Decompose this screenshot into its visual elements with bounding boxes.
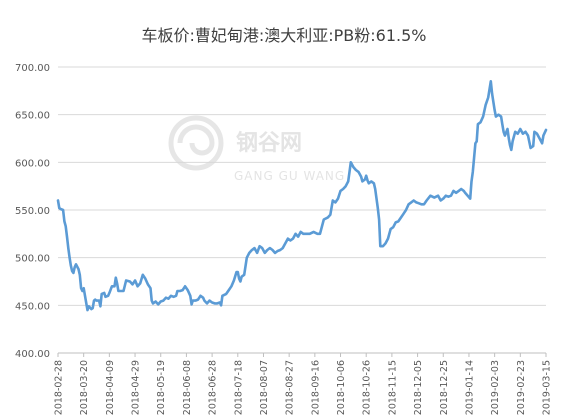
grid-lines <box>58 66 546 354</box>
x-tick-label: 2018-03-20 <box>79 360 90 415</box>
x-tick-label: 2018-05-19 <box>156 360 167 415</box>
watermark-text-en: GANG GU WANG <box>234 169 345 183</box>
x-tick-label: 2018-07-18 <box>233 360 244 415</box>
x-tick-label: 2018-04-29 <box>131 360 142 415</box>
x-tick-label: 2019-02-03 <box>490 360 501 415</box>
x-tick-label: 2018-06-08 <box>182 360 193 415</box>
y-tick-label: 400.00 <box>15 349 50 360</box>
y-tick-label: 600.00 <box>15 158 50 169</box>
watermark-text-cn: 钢谷网 <box>236 130 302 156</box>
x-tick-label: 2018-08-27 <box>285 360 296 415</box>
watermark-ring <box>168 115 224 171</box>
x-tick-label: 2018-12-25 <box>439 360 450 415</box>
watermark-logo: 钢谷网 GANG GU WANG <box>168 115 345 183</box>
y-tick-label: 450.00 <box>15 301 50 312</box>
x-tick-label: 2018-04-09 <box>105 360 116 415</box>
series-group <box>56 80 548 312</box>
x-tick-label: 2018-12-05 <box>413 360 424 415</box>
x-tick-label: 2018-09-16 <box>310 360 321 415</box>
y-tick-label: 550.00 <box>15 206 50 217</box>
x-axis: 2018-02-28 2018-03-20 2018-04-09 2018-04-29… <box>54 353 553 415</box>
x-tick-label: 2019-01-14 <box>464 360 475 415</box>
x-tick-label: 2018-02-28 <box>54 360 65 415</box>
x-tick-label: 2018-08-07 <box>259 360 270 415</box>
watermark-swirl <box>177 124 215 156</box>
y-tick-label: 500.00 <box>15 254 50 265</box>
x-tick-label: 2018-10-26 <box>362 360 373 415</box>
x-tick-label: 2018-10-06 <box>336 360 347 415</box>
x-tick-label: 2018-06-28 <box>208 360 219 415</box>
y-axis-ticks: 400.00 450.00 500.00 550.00 600.00 650.00 700.… <box>15 63 50 360</box>
x-tick-label: 2019-03-15 <box>542 360 553 415</box>
x-tick-label: 2019-02-23 <box>516 360 527 415</box>
x-tick-label: 2018-11-15 <box>387 360 398 415</box>
y-tick-label: 650.00 <box>15 111 50 122</box>
chart-title: 车板价:曹妃甸港:澳大利亚:PB粉:61.5% <box>141 26 427 45</box>
series-line <box>56 80 548 312</box>
y-tick-label: 700.00 <box>15 63 50 74</box>
